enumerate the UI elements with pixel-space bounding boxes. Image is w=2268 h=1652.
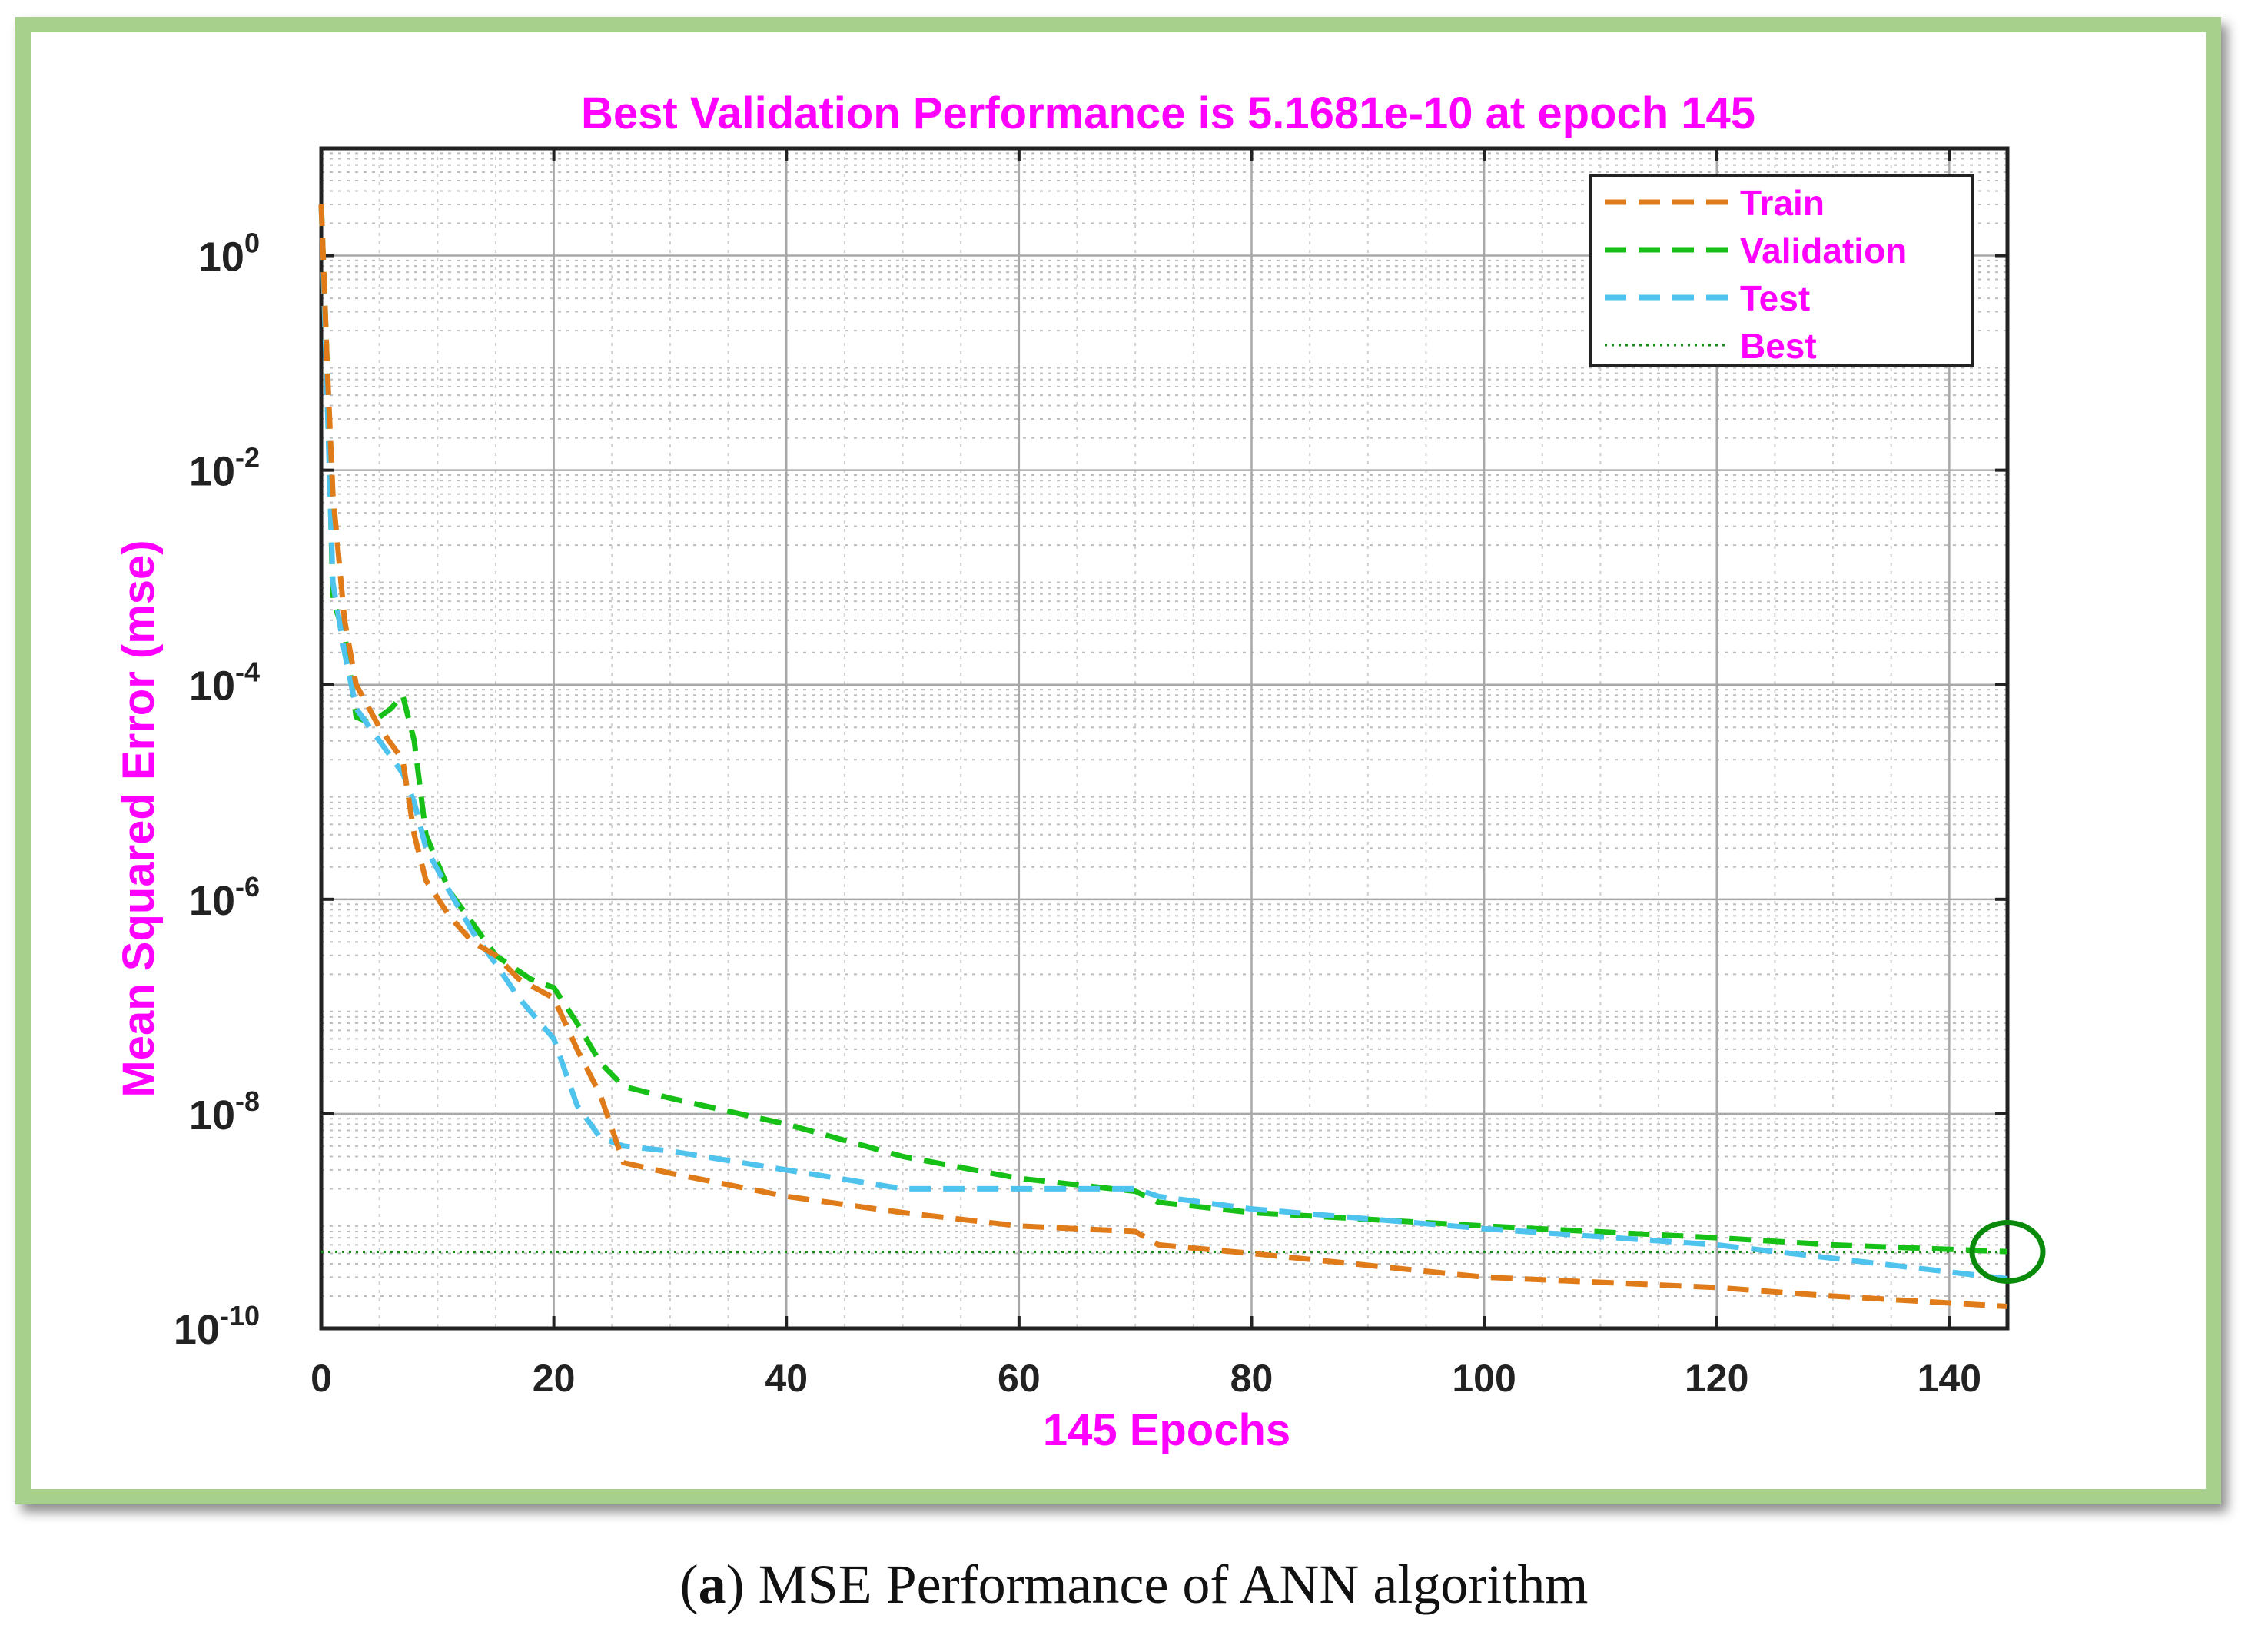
plot-area (319, 146, 2010, 1331)
x-tick-label: 140 (1918, 1357, 1981, 1400)
caption-text: MSE Performance of ANN algorithm (758, 1554, 1589, 1615)
best-epoch-marker (1969, 1219, 2046, 1284)
legend-label-best: Best (1740, 326, 1817, 366)
series-lines (318, 204, 2008, 1309)
chart-title: Best Validation Performance is 5.1681e-1… (581, 88, 1755, 138)
y-tick-label: 10-8 (189, 1085, 260, 1138)
axis-ticks: 0 20 40 60 80 100 120 140 100 10-2 10-4 10-6 10-8 10-… (174, 148, 2007, 1400)
legend-label-train: Train (1740, 183, 1825, 223)
x-tick-label: 60 (998, 1357, 1041, 1400)
y-tick-label: 10-10 (174, 1300, 260, 1353)
legend-box (1589, 174, 1974, 367)
x-tick-label: 20 (533, 1357, 576, 1400)
y-tick-label: 10-2 (189, 442, 260, 495)
figure-caption: (a) MSE Performance of ANN algorithm (679, 1554, 1589, 1615)
x-tick-label: 40 (765, 1357, 808, 1400)
legend-label-test: Test (1740, 278, 1810, 318)
legend: Train Validation Test Best (1589, 174, 1974, 367)
legend-label-validation: Validation (1740, 231, 1907, 271)
y-tick-label: 10-6 (189, 871, 260, 924)
x-tick-label: 120 (1685, 1357, 1748, 1400)
x-axis-label: 145 Epochs (1043, 1405, 1290, 1455)
caption-letter: a (698, 1554, 726, 1615)
y-axis-label: Mean Squared Error (mse) (114, 540, 164, 1097)
x-tick-label: 80 (1230, 1357, 1273, 1400)
x-tick-label: 0 (310, 1357, 332, 1400)
y-tick-label: 100 (198, 228, 260, 281)
x-tick-label: 100 (1452, 1357, 1516, 1400)
y-tick-label: 10-4 (189, 656, 260, 710)
series-line-train (318, 204, 2008, 1309)
series-line-test (318, 204, 2008, 1281)
